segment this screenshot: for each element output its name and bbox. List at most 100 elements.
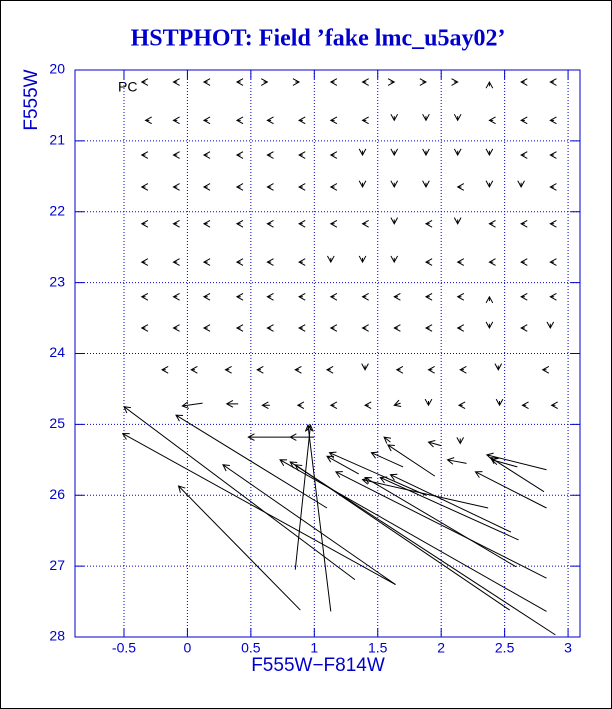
- arrow: [520, 116, 528, 125]
- arrow: [358, 255, 367, 264]
- arrow: [202, 78, 211, 86]
- y-tick-label: 24: [49, 344, 65, 360]
- arrow: [361, 477, 489, 509]
- arrow: [517, 180, 525, 188]
- arrow: [361, 293, 369, 301]
- arrow: [474, 471, 547, 509]
- y-tick-label: 25: [49, 415, 65, 431]
- arrow: [546, 321, 555, 330]
- arrow: [161, 366, 169, 374]
- arrow: [294, 424, 314, 570]
- arrow: [202, 151, 211, 159]
- arrow: [266, 258, 274, 266]
- arrow: [453, 113, 462, 122]
- arrow: [541, 366, 550, 374]
- arrow: [294, 366, 302, 374]
- arrow: [424, 398, 433, 407]
- arrow: [361, 116, 369, 125]
- arrow: [549, 220, 557, 228]
- x-tick-label: 3: [564, 640, 572, 656]
- arrow: [222, 464, 396, 585]
- arrow: [172, 258, 180, 266]
- arrow: [383, 436, 392, 444]
- arrow: [424, 324, 433, 332]
- arrow: [256, 366, 264, 374]
- arrow: [298, 183, 306, 191]
- arrow: [325, 366, 334, 374]
- arrow: [387, 78, 396, 86]
- arrow: [235, 258, 244, 266]
- arrow: [202, 116, 211, 125]
- arrow: [393, 324, 401, 332]
- x-tick-label: 0.5: [241, 640, 261, 656]
- arrow: [485, 148, 494, 157]
- arrow: [329, 78, 338, 86]
- arrow: [361, 78, 369, 86]
- arrow: [327, 255, 335, 264]
- arrow: [424, 293, 433, 301]
- annotation: PC: [118, 79, 137, 95]
- arrow: [390, 113, 399, 122]
- x-tick-label: 1: [310, 640, 318, 656]
- arrow: [235, 324, 244, 332]
- arrow: [424, 258, 433, 266]
- arrow: [177, 485, 301, 611]
- arrow: [326, 455, 359, 475]
- arrow: [456, 183, 465, 191]
- x-tick-label: 0: [184, 640, 192, 656]
- arrow: [520, 258, 528, 266]
- arrow: [390, 148, 399, 157]
- arrow: [298, 293, 306, 301]
- y-tick-label: 28: [49, 628, 65, 644]
- arrow: [294, 464, 510, 611]
- arrow: [453, 217, 462, 225]
- arrow: [485, 452, 547, 471]
- arrow: [202, 324, 211, 332]
- y-tick-label: 21: [49, 132, 65, 148]
- arrow: [235, 220, 244, 228]
- arrow: [358, 148, 367, 157]
- arrow: [140, 78, 149, 86]
- arrow: [329, 183, 338, 191]
- arrow: [298, 324, 306, 332]
- arrow: [389, 473, 512, 533]
- arrow: [520, 293, 528, 301]
- y-tick-label: 23: [49, 273, 65, 289]
- arrow: [427, 440, 442, 448]
- arrow: [451, 78, 459, 86]
- arrow: [329, 324, 338, 332]
- arrow: [172, 324, 180, 332]
- arrow: [172, 78, 180, 86]
- y-tick-label: 20: [49, 61, 65, 77]
- arrow: [235, 116, 244, 125]
- x-tick-label: 1.5: [368, 640, 388, 656]
- arrow: [456, 258, 465, 266]
- arrow: [175, 414, 328, 509]
- arrow: [140, 258, 149, 266]
- arrow: [202, 258, 211, 266]
- arrow: [550, 401, 558, 410]
- arrow: [485, 180, 494, 188]
- x-tick-label: 2: [437, 640, 445, 656]
- arrow: [202, 183, 211, 191]
- arrow: [266, 151, 274, 159]
- arrow: [488, 116, 496, 125]
- arrow: [393, 293, 401, 301]
- arrow: [364, 477, 517, 568]
- arrow: [370, 451, 404, 468]
- arrow: [224, 366, 232, 374]
- arrow: [298, 151, 306, 159]
- arrow: [422, 148, 430, 157]
- arrow: [453, 148, 462, 157]
- arrow: [172, 151, 180, 159]
- arrow: [390, 217, 399, 225]
- arrow: [247, 433, 291, 441]
- arrow: [459, 366, 467, 374]
- plot-frame: [74, 69, 581, 638]
- arrow: [387, 444, 436, 477]
- x-axis-label: F555W−F814W: [251, 655, 385, 676]
- arrow: [520, 220, 528, 228]
- arrow: [520, 78, 528, 86]
- arrow: [549, 78, 557, 86]
- arrow: [422, 113, 430, 122]
